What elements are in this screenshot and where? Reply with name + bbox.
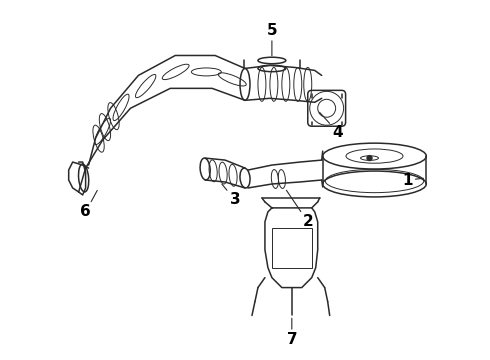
Bar [272, 228, 312, 268]
Text: 2: 2 [286, 190, 313, 229]
Text: 1: 1 [402, 172, 423, 188]
Text: 5: 5 [267, 23, 277, 56]
Circle shape [367, 156, 372, 161]
Text: 6: 6 [80, 190, 97, 219]
Text: 3: 3 [222, 184, 241, 207]
Text: 7: 7 [287, 318, 297, 347]
Text: 4: 4 [319, 112, 343, 140]
